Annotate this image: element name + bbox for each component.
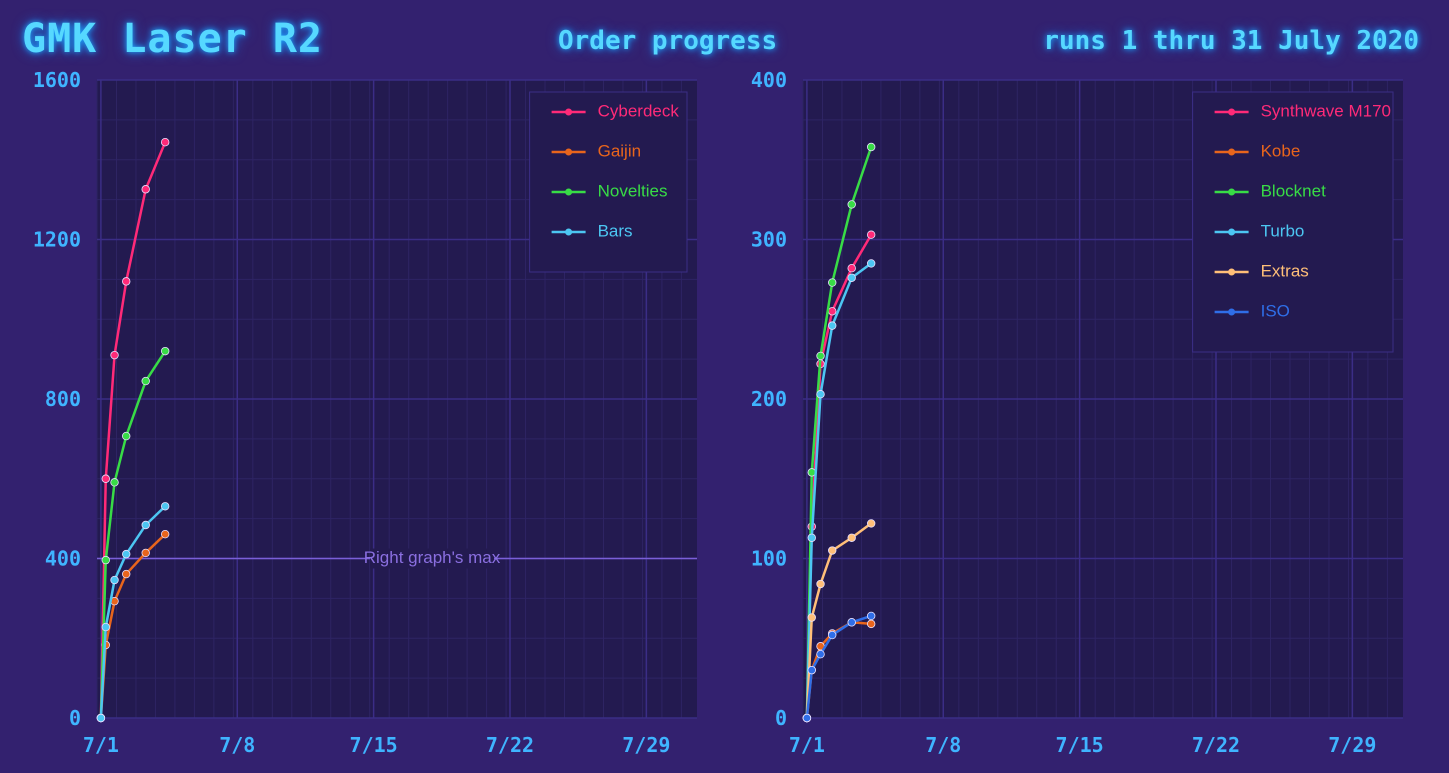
annotation-text: Right graph's max <box>364 548 501 567</box>
legend-dot <box>1228 148 1236 156</box>
x-tick-label: 7/15 <box>1056 733 1104 757</box>
data-point <box>96 713 106 723</box>
data-point <box>122 277 131 286</box>
data-point <box>816 650 825 659</box>
data-point <box>122 569 131 579</box>
data-point <box>141 548 150 558</box>
x-tick-label: 7/15 <box>350 733 398 757</box>
data-point <box>866 230 876 239</box>
legend-dot <box>1228 308 1236 316</box>
date-range: runs 1 thru 31 July 2020 <box>1043 26 1419 56</box>
data-point <box>847 618 856 627</box>
series-line <box>99 350 167 719</box>
data-point <box>828 278 837 287</box>
data-point <box>101 622 110 632</box>
legend-label: Bars <box>598 221 633 240</box>
y-tick-label: 200 <box>751 387 787 411</box>
legend-dot <box>1228 188 1236 196</box>
legend-label: Kobe <box>1261 141 1301 160</box>
legend-label: Turbo <box>1261 221 1305 240</box>
data-point <box>141 185 150 194</box>
legend-box <box>1192 91 1394 353</box>
data-point <box>816 351 825 361</box>
y-tick-label: 300 <box>751 228 787 252</box>
legend-label: Novelties <box>598 181 668 200</box>
data-point <box>807 613 816 622</box>
data-point <box>828 546 837 555</box>
y-tick-label: 1200 <box>33 228 81 252</box>
x-tick-label: 7/29 <box>1328 733 1376 757</box>
data-point <box>160 529 170 539</box>
data-point <box>816 579 825 589</box>
legend-dot <box>1228 228 1236 236</box>
data-point <box>866 259 876 268</box>
data-point <box>847 200 856 209</box>
data-point <box>866 611 876 621</box>
data-point <box>110 575 119 585</box>
data-point <box>160 138 170 147</box>
x-tick-label: 7/1 <box>83 733 119 757</box>
data-point <box>866 519 876 528</box>
data-point <box>110 478 119 487</box>
data-point <box>141 376 150 386</box>
data-point <box>101 474 110 483</box>
legend-label: ISO <box>1261 301 1290 320</box>
legend-dot <box>565 148 573 156</box>
data-point <box>828 321 837 330</box>
data-point <box>122 549 131 559</box>
data-point <box>802 713 812 723</box>
data-point <box>847 273 856 282</box>
data-point <box>828 307 837 316</box>
legend-dot <box>1228 108 1236 116</box>
annotation-bg <box>370 548 494 569</box>
x-tick-label: 7/22 <box>486 733 534 757</box>
data-point <box>160 346 170 356</box>
legend-dot <box>565 228 573 236</box>
legend-label: Extras <box>1261 261 1309 280</box>
data-point <box>110 350 119 360</box>
page-title: GMK Laser R2 <box>22 16 323 62</box>
legend-dot <box>565 188 573 196</box>
data-point <box>807 533 816 542</box>
series-line <box>805 146 873 719</box>
data-point <box>101 555 110 565</box>
y-tick-label: 1600 <box>33 68 81 92</box>
y-tick-label: 0 <box>69 706 81 730</box>
legend-box <box>529 91 688 273</box>
data-point <box>807 665 816 675</box>
page-subtitle: Order progress <box>558 26 778 56</box>
legend-dot <box>1228 268 1236 276</box>
data-point <box>141 520 150 530</box>
data-point <box>160 502 170 511</box>
y-tick-label: 800 <box>45 387 81 411</box>
data-point <box>847 264 856 273</box>
y-tick-label: 0 <box>775 706 787 730</box>
y-tick-label: 400 <box>45 547 81 571</box>
x-tick-label: 7/1 <box>789 733 825 757</box>
y-tick-label: 400 <box>751 68 787 92</box>
x-tick-label: 7/8 <box>925 733 961 757</box>
y-tick-label: 100 <box>751 547 787 571</box>
data-point <box>866 619 876 629</box>
legend-label: Gaijin <box>598 141 641 160</box>
data-point <box>816 390 825 399</box>
x-tick-label: 7/29 <box>622 733 670 757</box>
legend-label: Cyberdeck <box>598 101 680 120</box>
data-point <box>866 142 876 152</box>
data-point <box>828 630 837 640</box>
series-line <box>99 505 167 719</box>
legend-label: Synthwave M170 <box>1261 101 1391 120</box>
data-point <box>847 533 856 542</box>
series-line <box>99 141 167 719</box>
x-tick-label: 7/8 <box>219 733 255 757</box>
legend-label: Blocknet <box>1261 181 1326 200</box>
legend-dot <box>565 108 573 116</box>
x-tick-label: 7/22 <box>1192 733 1240 757</box>
data-point <box>122 431 131 441</box>
